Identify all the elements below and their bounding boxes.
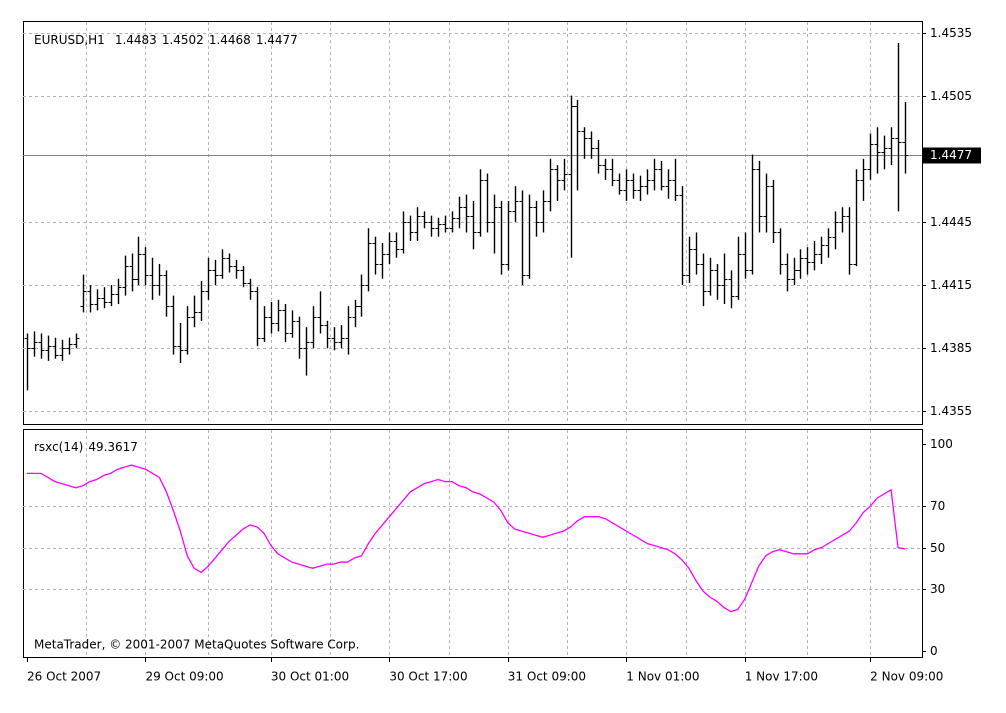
y-tick-label: 30 [930, 582, 945, 596]
x-tick-label: 31 Oct 09:00 [508, 670, 586, 684]
y-tick-label: 1.4445 [930, 215, 972, 229]
y-tick-label: 0 [930, 644, 938, 658]
x-tick-label: 30 Oct 17:00 [389, 670, 467, 684]
price-header: EURUSD,H1 1.4483 1.4502 1.4468 1.4477 [34, 33, 298, 47]
symbol: EURUSD,H1 [34, 33, 105, 47]
current-price-box [923, 147, 981, 164]
marks [24, 43, 909, 613]
y-tick-label: 100 [930, 437, 953, 451]
grid [23, 22, 922, 657]
y-tick-label: 1.4535 [930, 26, 972, 40]
last-low: 1.4468 [209, 33, 251, 47]
last-high: 1.4502 [162, 33, 204, 47]
x-tick-label: 2 Nov 09:00 [870, 670, 943, 684]
y-tick-label: 1.4505 [930, 89, 972, 103]
indicator-name: rsxc(14) [34, 440, 83, 454]
copyright: MetaTrader, © 2001-2007 MetaQuotes Softw… [34, 638, 359, 652]
indicator-header: rsxc(14) 49.3617 [34, 440, 138, 454]
y-tick-label: 1.4385 [930, 341, 972, 355]
indicator-panel [23, 429, 923, 658]
x-tick-label: 1 Nov 17:00 [745, 670, 818, 684]
y-tick-label: 50 [930, 541, 945, 555]
last-open: 1.4483 [115, 33, 157, 47]
y-tick-label: 70 [930, 499, 945, 513]
last-close: 1.4477 [256, 33, 298, 47]
y-tick-label: 1.4415 [930, 278, 972, 292]
x-tick-label: 1 Nov 01:00 [626, 670, 699, 684]
x-tick-label: 29 Oct 09:00 [145, 670, 223, 684]
current-price-label: 1.4477 [930, 148, 972, 162]
indicator-line [27, 464, 906, 613]
x-tick-label: 30 Oct 01:00 [271, 670, 349, 684]
indicator-last: 49.3617 [88, 440, 138, 454]
x-tick-label: 26 Oct 2007 [27, 670, 101, 684]
y-tick-label: 1.4355 [930, 404, 972, 418]
